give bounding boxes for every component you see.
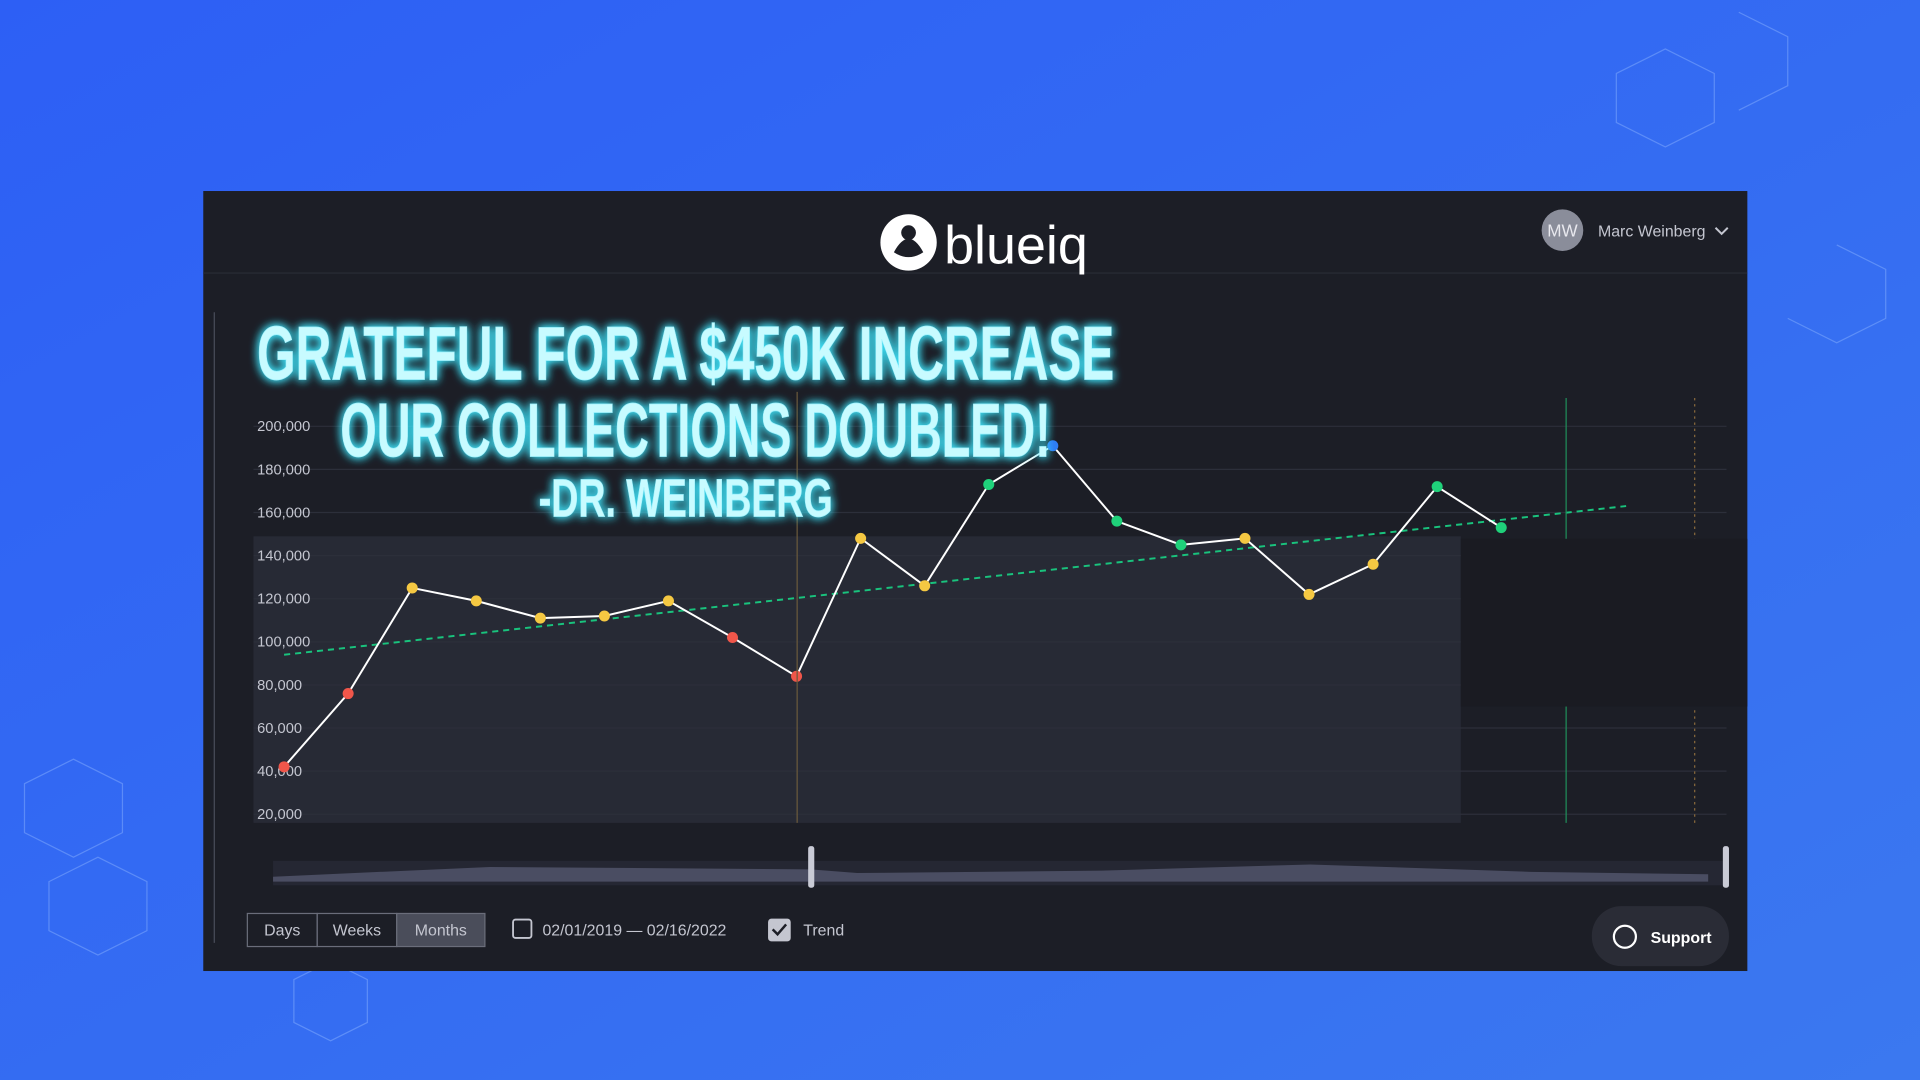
data-point[interactable]	[1367, 558, 1379, 570]
headline: OUR COLLECTIONS DOUBLED!	[340, 389, 1050, 474]
y-tick-label: 200,000	[257, 419, 310, 435]
range-button-label[interactable]: Months	[415, 923, 467, 940]
data-point[interactable]	[1047, 440, 1059, 452]
navigator-handle[interactable]	[808, 846, 815, 888]
decoration	[23, 11, 1887, 1042]
data-point[interactable]	[1239, 532, 1251, 544]
data-point[interactable]	[1495, 522, 1507, 534]
data-point[interactable]	[983, 478, 995, 491]
y-tick-label: 20,000	[257, 807, 302, 823]
logo-octopus	[893, 238, 924, 258]
data-point[interactable]	[470, 595, 482, 607]
trend-label[interactable]: Trend	[803, 923, 844, 940]
data-point[interactable]	[342, 688, 354, 700]
data-point[interactable]	[919, 580, 931, 592]
data-point[interactable]	[1431, 481, 1443, 493]
trend-line	[283, 505, 1627, 656]
range-button-label[interactable]: Weeks	[333, 923, 381, 940]
series-line	[283, 444, 1502, 768]
avatar-initials: MW	[1547, 220, 1578, 240]
y-tick-label: 160,000	[257, 505, 310, 521]
range-band	[253, 536, 1461, 823]
data-point[interactable]	[1303, 588, 1315, 600]
headline: -DR. WEINBERG	[539, 469, 833, 529]
range-button[interactable]	[396, 912, 486, 948]
data-point[interactable]	[1175, 539, 1187, 551]
y-tick-label: 180,000	[257, 462, 310, 478]
range-buttons: Days Weeks Months	[246, 912, 486, 948]
y-tick-label: 120,000	[257, 592, 310, 608]
y-tick-label: 100,000	[257, 635, 310, 651]
range-button-label[interactable]: Days	[264, 923, 300, 940]
date-range[interactable]: 02/01/2019 — 02/16/2022	[542, 923, 726, 940]
data-point[interactable]	[598, 610, 610, 622]
user-menu-chevron[interactable]	[1714, 227, 1729, 236]
avatar[interactable]	[1541, 209, 1584, 252]
data-point[interactable]	[726, 632, 739, 644]
data-point[interactable]	[662, 595, 674, 607]
headline: GRATEFUL FOR A $450K INCREASE	[257, 312, 1114, 397]
data-point[interactable]	[1111, 515, 1123, 527]
y-tick-label: 80,000	[257, 678, 302, 694]
navigator-area	[273, 864, 1709, 882]
data-point[interactable]	[406, 582, 418, 594]
data-point[interactable]	[855, 532, 867, 544]
y-tick-label: 140,000	[257, 549, 310, 565]
data-point[interactable]	[278, 761, 290, 773]
tooltip-box	[1460, 538, 1748, 707]
logo-text: blueiq	[944, 215, 1088, 275]
logo-octopus-head	[901, 225, 916, 240]
support-button[interactable]	[1591, 906, 1729, 967]
support-icon	[1612, 924, 1638, 949]
support-label: Support	[1651, 930, 1713, 947]
calendar-icon[interactable]	[512, 918, 533, 939]
data-point[interactable]	[534, 612, 546, 624]
user-name[interactable]: Marc Weinberg	[1598, 223, 1706, 240]
checkmark	[771, 923, 788, 937]
navigator-handle[interactable]	[1722, 846, 1729, 888]
y-tick-label: 60,000	[257, 721, 302, 737]
y-tick-label: 40,000	[257, 764, 302, 780]
